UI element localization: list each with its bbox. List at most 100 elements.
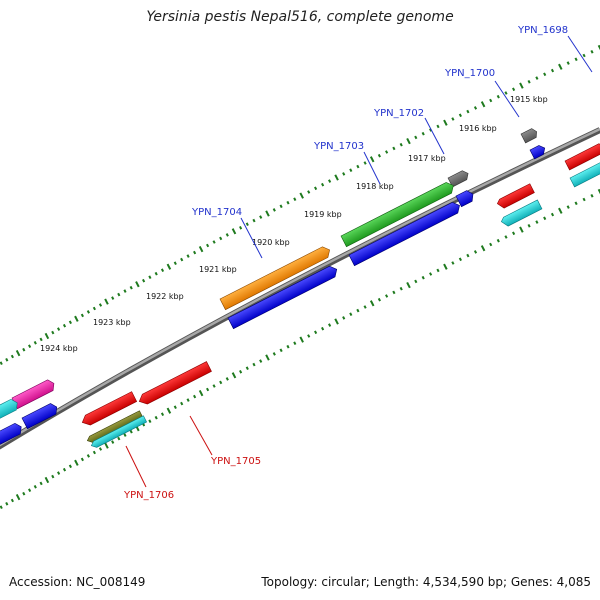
inner-track-tick bbox=[173, 405, 177, 409]
gene-ypn1706-olive[interactable] bbox=[86, 410, 144, 444]
inner-track-tick bbox=[429, 272, 433, 276]
gene-box-blue-left2[interactable] bbox=[0, 421, 24, 448]
map-title: Yersinia pestis Nepal516, complete genom… bbox=[146, 9, 454, 25]
gene-box-red[interactable] bbox=[564, 142, 600, 171]
inner-track-tick bbox=[86, 454, 90, 458]
outer-track-tick bbox=[527, 80, 531, 84]
inner-track-tick bbox=[231, 372, 237, 379]
gene-ypn1700-grey[interactable] bbox=[520, 127, 539, 144]
inner-track-tick bbox=[245, 366, 249, 370]
outer-track-tick bbox=[44, 332, 50, 340]
inner-track-tick bbox=[356, 308, 360, 313]
outer-track-tick bbox=[473, 106, 478, 110]
gene-label-ypn1705[interactable]: YPN_1705 bbox=[210, 456, 261, 467]
outer-track-tick bbox=[377, 153, 381, 158]
gene-ypn1706-red[interactable] bbox=[80, 391, 138, 428]
gene-box-cyan-left[interactable] bbox=[0, 397, 20, 424]
outer-track-tick bbox=[225, 233, 229, 237]
outer-track-tick bbox=[519, 82, 524, 89]
inner-track-tick bbox=[148, 419, 152, 423]
leader-ypn1704 bbox=[240, 217, 263, 259]
outer-track-tick bbox=[212, 240, 216, 244]
outer-track-tick bbox=[582, 53, 586, 58]
kbp-label-1921: 1921 kbp bbox=[199, 265, 237, 274]
inner-track-tick bbox=[399, 286, 403, 291]
outer-track-tick bbox=[166, 263, 172, 270]
gene-ypn1704-blue[interactable] bbox=[227, 264, 339, 330]
inner-track-tick bbox=[328, 323, 332, 327]
inner-track-tick bbox=[28, 488, 32, 492]
gene-box-red-lower[interactable] bbox=[496, 183, 535, 210]
outer-track-tick bbox=[451, 117, 455, 121]
gene-ypn1703-green[interactable] bbox=[340, 180, 456, 248]
outer-track-tick bbox=[558, 63, 563, 70]
gene-ypn1703-blue[interactable] bbox=[348, 200, 462, 267]
leader-ypn1702 bbox=[424, 117, 445, 155]
gene-ypn1706-cyan[interactable] bbox=[90, 415, 148, 449]
inner-track-tick bbox=[272, 352, 276, 356]
gene-box-blue-left[interactable] bbox=[21, 402, 60, 430]
gene-box-cyan-lower[interactable] bbox=[500, 199, 543, 228]
inner-track-tick bbox=[117, 436, 121, 441]
inner-track-tick bbox=[406, 281, 411, 289]
inner-track-tick bbox=[566, 205, 570, 209]
outer-track-tick bbox=[443, 119, 448, 126]
inner-track-tick bbox=[123, 433, 127, 437]
inner-track-tick bbox=[550, 212, 555, 217]
inner-track-tick bbox=[519, 226, 524, 233]
outer-track-tick bbox=[5, 358, 9, 362]
outer-track-tick bbox=[28, 344, 32, 348]
inner-track-tick bbox=[334, 318, 339, 325]
outer-track-tick bbox=[160, 268, 165, 272]
gene-ypn1702-grey[interactable] bbox=[447, 169, 470, 188]
inner-track-tick bbox=[496, 238, 500, 243]
inner-track-tick bbox=[466, 253, 470, 258]
outer-track-tick bbox=[92, 306, 96, 311]
outer-track-tick bbox=[245, 222, 249, 226]
inner-track-tick bbox=[68, 464, 72, 469]
outer-track-tick bbox=[535, 76, 539, 80]
leader-ypn1706 bbox=[125, 445, 147, 488]
inner-track-tick bbox=[186, 398, 190, 402]
gene-box-blue-small[interactable] bbox=[455, 189, 476, 208]
inner-track-tick bbox=[279, 348, 283, 353]
gene-ypn1700-blue[interactable] bbox=[529, 144, 547, 160]
inner-track-tick bbox=[15, 493, 21, 501]
inner-track-tick bbox=[129, 429, 133, 434]
outer-track-tick bbox=[80, 313, 84, 318]
inner-track-tick bbox=[377, 297, 381, 302]
inner-track-tick bbox=[342, 316, 346, 320]
outer-track-tick bbox=[550, 68, 555, 73]
inner-track-tick bbox=[369, 300, 375, 307]
outer-track-tick bbox=[104, 298, 109, 305]
gene-label-ypn1703[interactable]: YPN_1703 bbox=[313, 141, 364, 152]
outer-track-tick bbox=[123, 289, 127, 293]
inner-track-tick bbox=[111, 440, 115, 444]
outer-track-tick bbox=[0, 361, 3, 365]
outer-track-tick bbox=[252, 218, 256, 223]
leader-ypn1700 bbox=[494, 80, 520, 118]
outer-track-tick bbox=[180, 257, 184, 262]
outer-track-tick bbox=[334, 174, 339, 181]
gene-label-ypn1698[interactable]: YPN_1698 bbox=[517, 25, 568, 36]
inner-track-tick bbox=[225, 377, 229, 381]
gene-ypn1705-red[interactable] bbox=[137, 361, 212, 407]
outer-track-tick bbox=[219, 236, 223, 241]
inner-track-tick bbox=[597, 188, 600, 196]
inner-track-tick bbox=[349, 312, 353, 316]
inner-track-tick bbox=[180, 401, 184, 406]
inner-track-tick bbox=[212, 384, 216, 388]
inner-track-tick bbox=[535, 220, 539, 224]
inner-track-tick bbox=[62, 467, 67, 472]
gene-label-ypn1704[interactable]: YPN_1704 bbox=[191, 207, 242, 218]
leader-ypn1703 bbox=[363, 151, 381, 185]
gene-label-ypn1702[interactable]: YPN_1702 bbox=[373, 108, 424, 119]
outer-track-tick bbox=[369, 156, 375, 163]
gene-ypn1704-orange[interactable] bbox=[219, 245, 332, 311]
gene-label-ypn1706[interactable]: YPN_1706 bbox=[123, 490, 174, 501]
inner-track-tick bbox=[590, 194, 594, 198]
accession-text: Accession: NC_008149 bbox=[9, 575, 146, 589]
outer-track-tick bbox=[597, 44, 600, 52]
inner-track-tick bbox=[458, 257, 462, 262]
gene-label-ypn1700[interactable]: YPN_1700 bbox=[444, 68, 495, 79]
